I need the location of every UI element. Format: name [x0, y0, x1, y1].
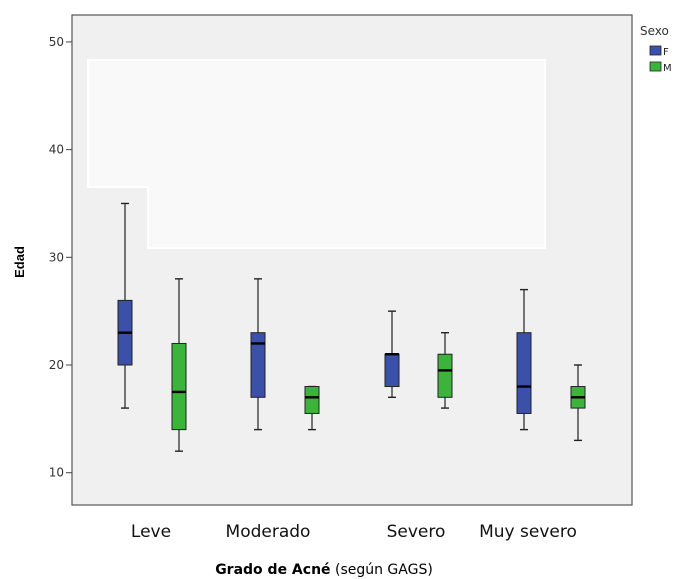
box-m-2-iqr [304, 386, 320, 414]
legend: Sexo F M [640, 24, 672, 74]
box-f-3-iqr [384, 353, 400, 388]
legend-label-f: F [663, 47, 669, 58]
y-tick-label: 20 [49, 358, 64, 372]
x-category-label: Moderado [226, 522, 311, 542]
box-m-3-iqr [437, 353, 453, 398]
x-axis-label-bold: Grado de Acné [215, 562, 330, 578]
legend-swatch-f [649, 45, 662, 56]
legend-title: Sexo [640, 24, 669, 38]
box-f-2-iqr [250, 332, 266, 398]
legend-label-m: M [663, 63, 672, 74]
x-axis-label: Grado de Acné (según GAGS) [215, 562, 433, 578]
x-category-label: Severo [387, 522, 446, 542]
legend-swatch-m [649, 61, 662, 72]
y-tick-label: 10 [49, 466, 64, 480]
box-group [117, 202, 586, 452]
box-f-4-iqr [516, 332, 532, 414]
y-tick-label: 40 [49, 143, 64, 157]
y-axis: 10 20 30 40 50 [49, 35, 72, 480]
y-axis-label: Edad [12, 246, 27, 278]
x-axis-label-rest: (según GAGS) [331, 562, 433, 578]
y-tick-label: 30 [49, 250, 64, 264]
x-axis-categories: Leve Moderado Severo Muy severo [131, 522, 577, 542]
x-category-label: Muy severo [479, 522, 577, 542]
plot-inner-region [87, 59, 546, 249]
box-m-1-iqr [171, 342, 187, 431]
x-category-label: Leve [131, 522, 171, 542]
y-tick-label: 50 [49, 35, 64, 49]
